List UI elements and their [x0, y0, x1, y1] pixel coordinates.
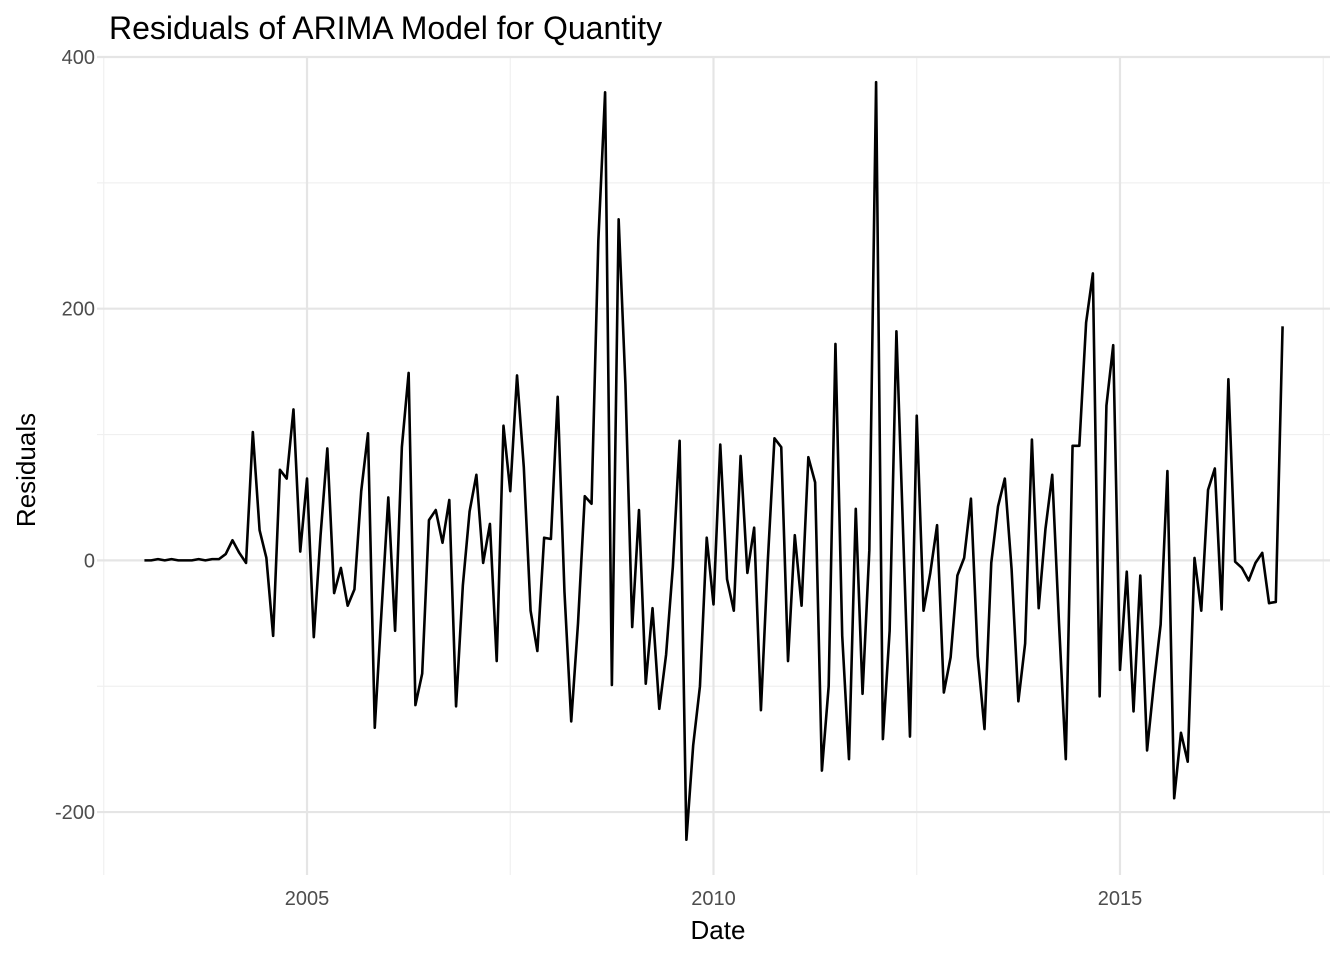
y-tick-label: 200	[62, 299, 95, 321]
chart-title: Residuals of ARIMA Model for Quantity	[109, 10, 662, 46]
y-axis-tick-labels: -200 0 200 400	[55, 47, 95, 824]
x-axis-title: Date	[691, 915, 746, 945]
y-tick-label: -200	[55, 802, 95, 824]
x-axis-tick-labels: 2005 2010 2015	[285, 888, 1142, 910]
y-axis-title: Residuals	[11, 413, 41, 527]
y-tick-label: 0	[84, 550, 95, 572]
x-tick-label: 2005	[285, 888, 330, 910]
y-tick-label: 400	[62, 47, 95, 69]
residuals-line	[144, 80, 1284, 842]
x-tick-label: 2015	[1098, 888, 1143, 910]
major-gridlines-x	[305, 57, 1122, 875]
x-tick-label: 2010	[691, 888, 736, 910]
